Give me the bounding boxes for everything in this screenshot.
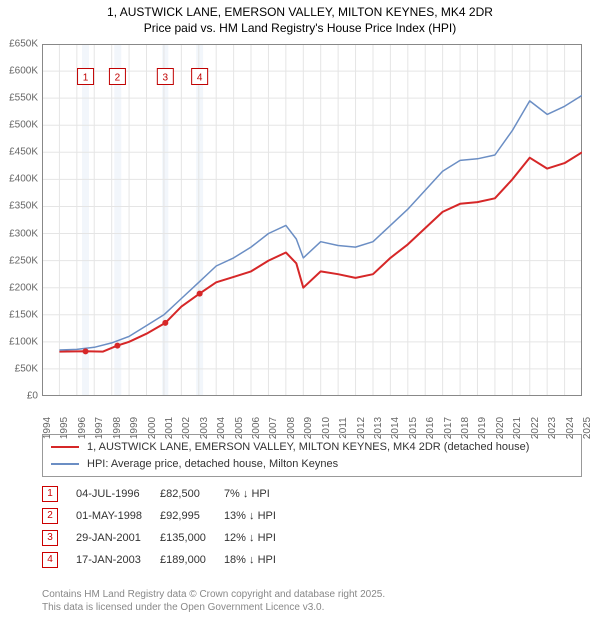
- sale-delta: 7% ↓ HPI: [224, 486, 294, 502]
- y-tick-label: £500K: [9, 120, 38, 131]
- y-tick-label: £150K: [9, 309, 38, 320]
- y-tick-label: £50K: [15, 363, 38, 374]
- sales-table: 104-JUL-1996£82,5007% ↓ HPI201-MAY-1998£…: [42, 480, 582, 574]
- legend-swatch: [51, 446, 79, 448]
- y-tick-label: £300K: [9, 228, 38, 239]
- x-axis-labels: 1994199519961997199819992000200120022003…: [42, 398, 582, 432]
- sale-date: 29-JAN-2001: [76, 530, 160, 546]
- table-row: 1 04-JUL-1996£82,5007% ↓ HPI: [42, 486, 294, 502]
- y-tick-label: £600K: [9, 66, 38, 77]
- sale-delta: 12% ↓ HPI: [224, 530, 294, 546]
- sale-price: £82,500: [160, 486, 224, 502]
- table-row: 4 17-JAN-2003£189,00018% ↓ HPI: [42, 552, 294, 568]
- footer-line-1: Contains HM Land Registry data © Crown c…: [42, 588, 582, 601]
- legend-label: 1, AUSTWICK LANE, EMERSON VALLEY, MILTON…: [87, 439, 529, 456]
- sale-delta: 18% ↓ HPI: [224, 552, 294, 568]
- legend-item: HPI: Average price, detached house, Milt…: [51, 456, 573, 473]
- y-tick-label: £650K: [9, 39, 38, 50]
- legend-box: 1, AUSTWICK LANE, EMERSON VALLEY, MILTON…: [42, 434, 582, 477]
- table-row: 3 29-JAN-2001£135,00012% ↓ HPI: [42, 530, 294, 546]
- sale-date: 04-JUL-1996: [76, 486, 160, 502]
- y-tick-label: £100K: [9, 336, 38, 347]
- sale-date: 17-JAN-2003: [76, 552, 160, 568]
- y-tick-label: £400K: [9, 174, 38, 185]
- y-tick-label: £550K: [9, 93, 38, 104]
- table-row: 2 01-MAY-1998£92,99513% ↓ HPI: [42, 508, 294, 524]
- y-tick-label: £450K: [9, 147, 38, 158]
- y-tick-label: £350K: [9, 201, 38, 212]
- svg-text:1: 1: [83, 72, 89, 83]
- sale-marker: 2: [42, 508, 58, 524]
- y-tick-label: £0: [27, 391, 38, 402]
- sale-marker: 1: [42, 486, 58, 502]
- sale-delta: 13% ↓ HPI: [224, 508, 294, 524]
- sale-price: £135,000: [160, 530, 224, 546]
- svg-text:3: 3: [163, 72, 169, 83]
- title-line-2: Price paid vs. HM Land Registry's House …: [0, 20, 600, 36]
- legend-item: 1, AUSTWICK LANE, EMERSON VALLEY, MILTON…: [51, 439, 573, 456]
- title-line-1: 1, AUSTWICK LANE, EMERSON VALLEY, MILTON…: [0, 4, 600, 20]
- line-chart: 1 2 3 4: [42, 44, 582, 396]
- license-footer: Contains HM Land Registry data © Crown c…: [42, 588, 582, 614]
- chart-title: 1, AUSTWICK LANE, EMERSON VALLEY, MILTON…: [0, 0, 600, 36]
- legend-label: HPI: Average price, detached house, Milt…: [87, 456, 338, 473]
- svg-text:4: 4: [197, 72, 203, 83]
- svg-text:2: 2: [115, 72, 121, 83]
- sale-price: £92,995: [160, 508, 224, 524]
- y-tick-label: £250K: [9, 255, 38, 266]
- y-axis-labels: £0£50K£100K£150K£200K£250K£300K£350K£400…: [0, 44, 40, 396]
- footer-line-2: This data is licensed under the Open Gov…: [42, 601, 582, 614]
- chart-area: 1 2 3 4: [42, 44, 582, 396]
- sale-price: £189,000: [160, 552, 224, 568]
- y-tick-label: £200K: [9, 282, 38, 293]
- legend-swatch: [51, 463, 79, 465]
- sale-marker: 3: [42, 530, 58, 546]
- x-tick-label: 2025: [582, 417, 593, 439]
- sale-marker: 4: [42, 552, 58, 568]
- sale-date: 01-MAY-1998: [76, 508, 160, 524]
